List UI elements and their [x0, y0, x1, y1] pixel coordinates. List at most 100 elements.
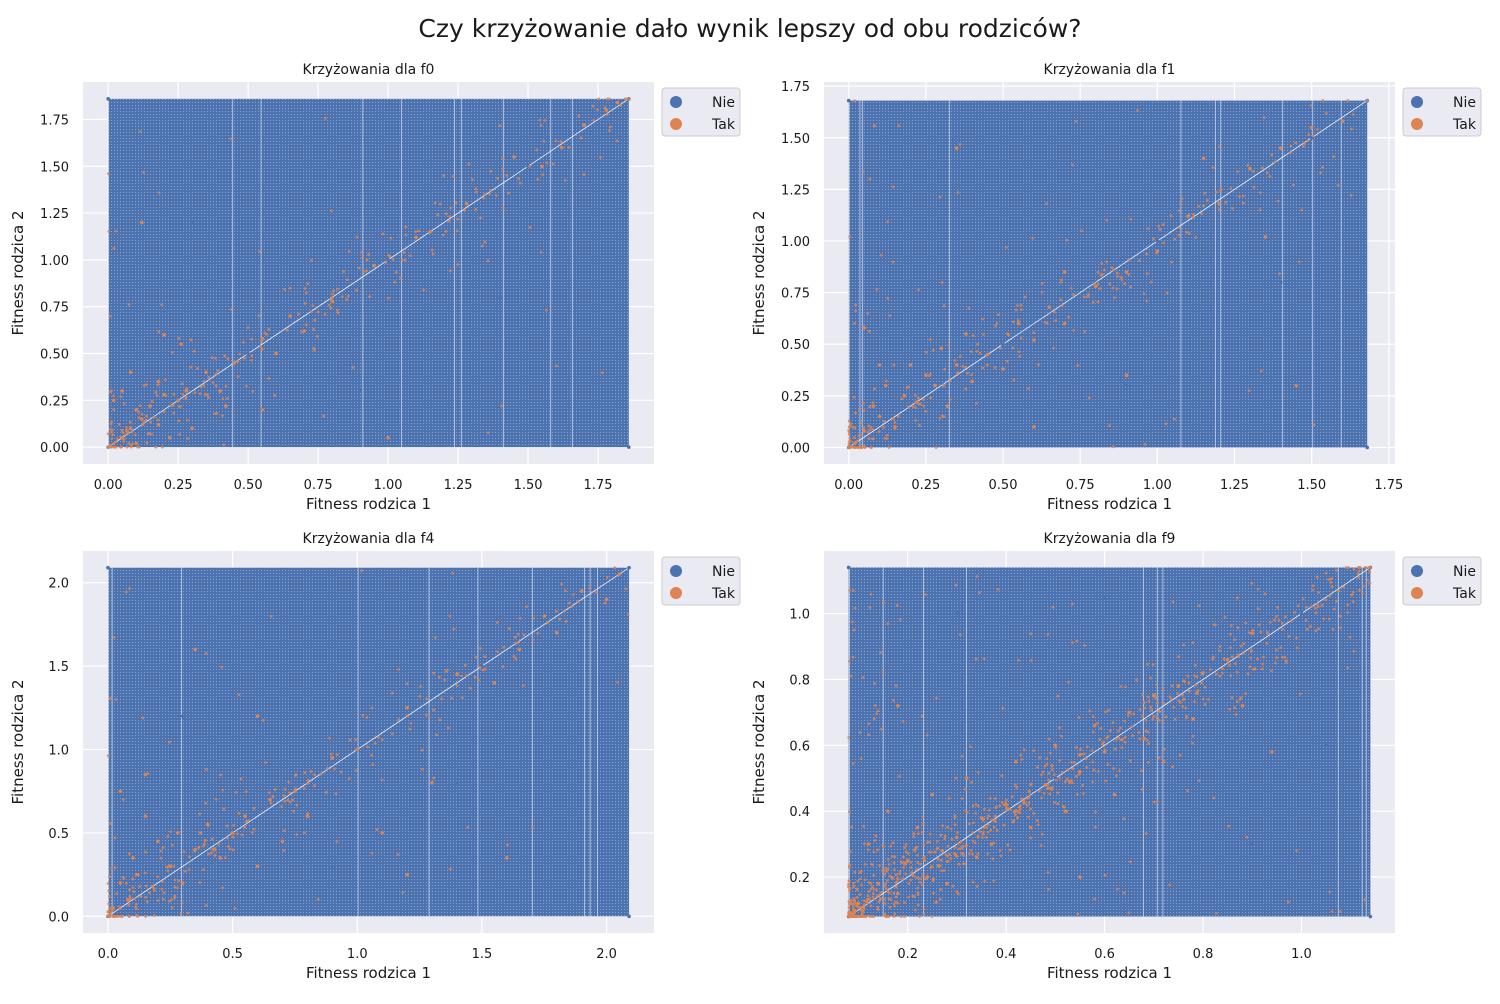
- tak-point: [436, 213, 440, 217]
- nie-point: [498, 295, 502, 300]
- tak-point: [396, 853, 400, 856]
- tak-point: [1351, 600, 1355, 603]
- tak-point: [180, 901, 184, 904]
- tak-point: [1184, 706, 1188, 710]
- tak-point: [1311, 588, 1315, 592]
- tak-point: [896, 901, 900, 905]
- tak-point: [177, 879, 181, 883]
- tak-point: [1082, 752, 1086, 756]
- tak-point: [106, 754, 110, 758]
- tak-point: [360, 569, 364, 573]
- tak-point: [986, 830, 990, 834]
- tak-point: [868, 177, 872, 181]
- tak-point: [193, 647, 198, 652]
- nie-point: [939, 197, 944, 202]
- tak-point: [1032, 749, 1035, 753]
- tak-point: [970, 781, 974, 784]
- tak-point: [897, 124, 901, 127]
- tak-point: [137, 416, 141, 420]
- tak-point: [886, 857, 890, 861]
- tak-point: [328, 736, 332, 740]
- tak-point: [940, 281, 944, 284]
- tak-point: [1092, 768, 1096, 772]
- tak-point: [1124, 685, 1127, 689]
- tak-point: [945, 825, 949, 829]
- tak-point: [1187, 232, 1191, 235]
- tak-point: [512, 655, 516, 658]
- tak-point: [1000, 774, 1004, 778]
- tak-point: [108, 875, 111, 879]
- tak-point: [139, 895, 143, 898]
- tak-point: [513, 635, 517, 639]
- tak-point: [170, 351, 174, 354]
- tak-point: [1186, 789, 1189, 793]
- tak-point: [907, 405, 910, 409]
- tak-point: [1170, 260, 1174, 264]
- tak-point: [1176, 684, 1181, 688]
- tak-point: [1277, 618, 1281, 622]
- tak-point: [853, 870, 857, 874]
- tak-point: [114, 445, 118, 449]
- tak-point: [1108, 282, 1111, 286]
- tak-point: [137, 445, 141, 449]
- tak-point: [541, 173, 545, 176]
- tak-point: [945, 404, 950, 408]
- tak-point: [370, 851, 374, 855]
- tak-point: [1368, 582, 1372, 585]
- tak-point: [896, 891, 900, 896]
- tak-point: [332, 767, 336, 771]
- tak-point: [1085, 745, 1089, 749]
- tak-point: [431, 252, 435, 256]
- tak-point: [1103, 873, 1107, 877]
- tak-point: [1250, 631, 1255, 636]
- tak-point: [1357, 575, 1361, 579]
- legend-label: Tak: [711, 586, 736, 602]
- tak-point: [483, 240, 487, 244]
- tak-point: [931, 348, 935, 352]
- tak-point: [128, 888, 131, 891]
- y-tick-label: 0.8: [789, 673, 810, 688]
- tak-point: [1105, 260, 1109, 264]
- tak-point: [980, 317, 984, 321]
- tak-point: [875, 712, 879, 716]
- tak-point: [1152, 237, 1155, 241]
- tak-point: [606, 97, 609, 101]
- tak-point: [852, 885, 856, 889]
- tak-point: [955, 890, 959, 894]
- tak-point: [1131, 734, 1134, 737]
- tak-point: [1191, 741, 1194, 745]
- tak-point: [1046, 786, 1050, 790]
- tak-point: [283, 288, 287, 291]
- x-tick-label: 0.2: [897, 947, 918, 962]
- tak-point: [117, 422, 121, 426]
- tak-point: [994, 814, 997, 818]
- tak-point: [1116, 274, 1119, 278]
- tak-point: [189, 365, 193, 369]
- tak-point: [134, 872, 138, 876]
- tak-point: [854, 303, 858, 307]
- tak-point: [286, 798, 290, 802]
- tak-point: [877, 893, 881, 897]
- tak-point: [202, 379, 206, 383]
- tak-point: [134, 907, 138, 911]
- tak-point: [888, 874, 892, 878]
- nie-point: [330, 864, 335, 869]
- tak-point: [1227, 824, 1231, 828]
- tak-point: [1137, 731, 1141, 734]
- x-tick-label: 1.75: [584, 478, 613, 493]
- tak-point: [230, 832, 233, 835]
- tak-point: [233, 907, 237, 911]
- tak-point: [365, 716, 369, 719]
- tak-point: [1330, 910, 1334, 913]
- tak-point: [1231, 206, 1234, 210]
- tak-point: [108, 822, 112, 825]
- tak-point: [862, 903, 866, 907]
- tak-point: [896, 414, 900, 418]
- tak-point: [128, 370, 133, 375]
- tak-point: [1344, 566, 1348, 569]
- tak-point: [954, 363, 959, 367]
- tak-point: [847, 879, 851, 883]
- tak-point: [132, 890, 136, 894]
- tak-point: [928, 840, 931, 844]
